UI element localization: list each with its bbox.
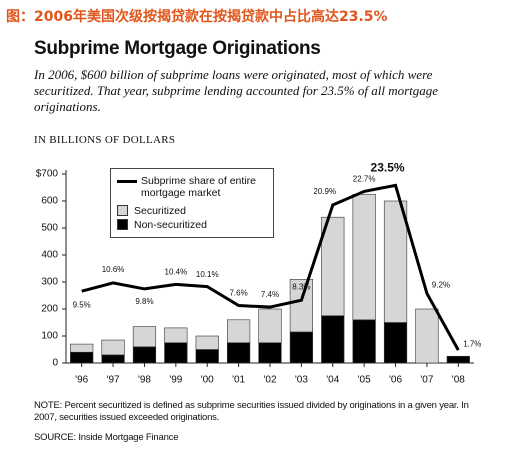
bar-segment	[352, 193, 376, 321]
header: 图：2006年美国次级按揭贷款在按揭贷款中占比高达23.5%	[6, 9, 388, 25]
data-label: 10.6%	[102, 265, 125, 274]
bar-segment	[321, 315, 345, 364]
data-label: 20.9%	[313, 187, 336, 196]
bar-segment	[70, 351, 94, 364]
x-tick-label: '06	[389, 375, 402, 386]
bar-segment	[132, 326, 157, 348]
bar-segment	[195, 349, 219, 364]
legend-item: Securitized	[117, 205, 267, 217]
y-tick-label: 600	[41, 196, 58, 207]
x-tick-label: '01	[232, 375, 245, 386]
data-label: 23.5%	[371, 161, 405, 175]
data-label: 1.7%	[463, 339, 481, 348]
bar-segment	[383, 322, 408, 364]
legend-swatch	[117, 219, 128, 230]
bar-segment	[164, 327, 188, 344]
data-label: 8.3%	[292, 282, 310, 291]
y-axis-label: IN BILLIONS OF DOLLARS	[34, 134, 176, 146]
line	[81, 183, 460, 351]
y-tick-label: 100	[41, 331, 58, 342]
bar-segment	[227, 342, 251, 364]
bar-segment	[321, 216, 345, 317]
bar-segment	[415, 308, 439, 364]
legend-label: Subprime share of entire mortgage market	[141, 175, 256, 199]
bar-segment	[383, 200, 408, 323]
data-label: 10.1%	[196, 270, 219, 279]
legend-swatch	[117, 180, 137, 183]
legend-label: Securitized	[134, 205, 186, 217]
bar-segment	[164, 342, 188, 364]
x-tick-label: '96	[75, 375, 88, 386]
x-tick-label: '99	[169, 375, 182, 386]
data-label: 10.4%	[165, 267, 188, 276]
y-tick-label: 500	[41, 223, 58, 234]
x-tick-label: '98	[138, 375, 151, 386]
chart-title: Subprime Mortgage Originations	[34, 38, 321, 59]
x-tick-label: '05	[358, 375, 371, 386]
subtitle: In 2006, $600 billion of subprime loans …	[34, 67, 439, 114]
note: NOTE: Percent securitized is defined as …	[34, 400, 469, 423]
legend-label: Non-securitized	[134, 219, 207, 231]
bar-segment	[446, 355, 470, 364]
x-tick-label: '04	[326, 375, 339, 386]
bar-segment	[101, 354, 125, 364]
y-tick-label: 400	[41, 250, 58, 261]
y-tick-label: 300	[41, 277, 58, 288]
y-tick-label: 0	[52, 358, 58, 369]
bar-segment	[132, 346, 157, 364]
legend-swatch	[117, 205, 128, 216]
bar-segment	[70, 343, 94, 353]
bar-segment	[289, 331, 313, 364]
legend-item: Non-securitized	[117, 219, 267, 231]
bar-segment	[195, 335, 219, 350]
x-tick-label: '03	[295, 375, 308, 386]
bar-segment	[352, 319, 376, 364]
bar-segment	[258, 342, 282, 364]
x-tick-label: '00	[201, 375, 214, 386]
bar-segment	[258, 308, 282, 344]
bar-segment	[227, 319, 251, 344]
x-tick-label: '08	[452, 375, 465, 386]
x-tick-label: '07	[420, 375, 433, 386]
data-label: 9.8%	[135, 297, 153, 306]
data-label: 7.4%	[261, 290, 279, 299]
data-label: 9.2%	[432, 281, 450, 290]
data-label: 7.6%	[229, 289, 247, 298]
x-tick-label: '02	[263, 375, 276, 386]
source: SOURCE: Inside Mortgage Finance	[34, 432, 179, 443]
legend-item: Subprime share of entire mortgage market	[117, 175, 267, 199]
y-tick-label: $700	[36, 169, 59, 180]
legend: Subprime share of entire mortgage market…	[110, 168, 274, 238]
bar-segment	[101, 339, 125, 356]
data-label: 22.7%	[353, 174, 376, 183]
bar-segment	[289, 278, 313, 333]
x-tick-label: '97	[107, 375, 120, 386]
data-label: 9.5%	[73, 300, 91, 309]
y-tick-label: 200	[41, 304, 58, 315]
